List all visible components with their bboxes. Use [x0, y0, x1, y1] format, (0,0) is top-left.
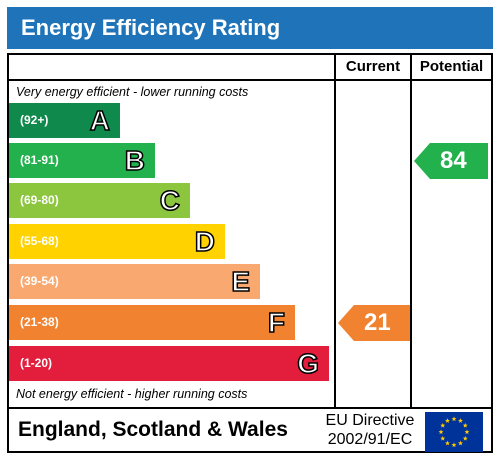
band-d: (55-68) D: [9, 224, 225, 259]
band-range-label: (81-91): [20, 153, 59, 167]
band-f: (21-38) F: [9, 305, 295, 340]
band-range-label: (55-68): [20, 234, 59, 248]
band-a: (92+) A: [9, 103, 120, 138]
divider-potential: [410, 53, 412, 409]
band-letter: F: [267, 306, 286, 339]
band-letter: D: [194, 225, 216, 258]
potential-arrow-shape: [414, 143, 488, 179]
eu-directive-label: EU Directive: [325, 412, 415, 429]
band-letter: G: [296, 347, 319, 380]
band-c: (69-80) C: [9, 183, 190, 218]
band-g: (1-20) G: [9, 346, 329, 381]
country-label: England, Scotland & Wales: [18, 418, 288, 441]
potential-rating-value: 84: [440, 147, 467, 174]
potential-rating-marker: 84: [414, 143, 488, 179]
band-range-label: (69-80): [20, 193, 59, 207]
band-letter: C: [159, 184, 181, 217]
divider-current: [334, 53, 336, 409]
eu-flag-icon: [425, 412, 483, 452]
band-b: (81-91) B: [9, 143, 155, 178]
band-range-label: (39-54): [20, 274, 59, 288]
header-row-divider: [7, 79, 493, 81]
band-range-label: (92+): [20, 113, 49, 127]
current-rating-value: 21: [364, 309, 391, 336]
current-arrow-shape: [338, 305, 410, 341]
band-letter: E: [231, 265, 251, 298]
column-header-potential: Potential: [419, 58, 484, 75]
band-letter: A: [89, 104, 111, 137]
band-e: (39-54) E: [9, 264, 260, 299]
note-inefficient: Not energy efficient - higher running co…: [16, 387, 248, 401]
column-header-current: Current: [345, 58, 401, 75]
current-rating-marker: 21: [338, 305, 410, 341]
band-range-label: (21-38): [20, 315, 59, 329]
page-title: Energy Efficiency Rating: [21, 15, 281, 40]
eu-directive-number: 2002/91/EC: [327, 431, 413, 448]
header-bar: Energy Efficiency Rating: [7, 7, 493, 49]
note-efficient: Very energy efficient - lower running co…: [16, 85, 249, 99]
rating-table: [7, 53, 493, 453]
footer-divider: [7, 407, 493, 409]
band-range-label: (1-20): [20, 356, 53, 370]
band-letter: B: [124, 144, 146, 177]
